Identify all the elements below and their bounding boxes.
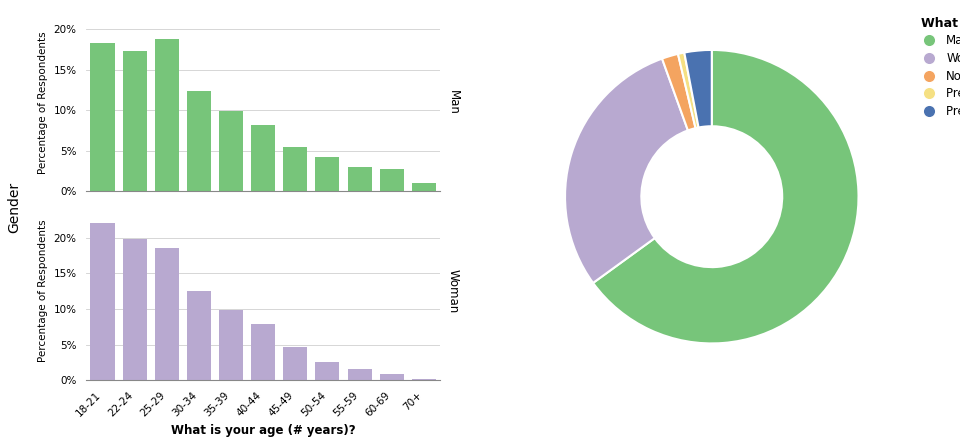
Bar: [379, 169, 404, 191]
X-axis label: What is your age (# years)?: What is your age (# years)?: [171, 424, 355, 437]
Bar: [123, 51, 147, 191]
Text: Man: Man: [447, 90, 460, 115]
Bar: [348, 369, 372, 380]
Bar: [155, 248, 179, 380]
Wedge shape: [662, 54, 696, 130]
Bar: [379, 373, 404, 380]
Bar: [283, 147, 307, 191]
Bar: [187, 291, 211, 380]
Wedge shape: [565, 59, 688, 283]
Bar: [219, 309, 243, 380]
Bar: [283, 347, 307, 380]
Bar: [412, 183, 436, 191]
Bar: [187, 91, 211, 191]
Bar: [348, 167, 372, 191]
Y-axis label: Percentage of Respondents: Percentage of Respondents: [38, 220, 48, 362]
Bar: [412, 379, 436, 380]
Bar: [90, 43, 114, 191]
Bar: [316, 362, 340, 380]
Bar: [90, 223, 114, 380]
Bar: [123, 239, 147, 380]
Wedge shape: [593, 50, 858, 343]
Bar: [316, 156, 340, 191]
Text: Gender: Gender: [8, 182, 21, 233]
Text: Woman: Woman: [447, 269, 460, 313]
Bar: [155, 39, 179, 191]
Bar: [219, 111, 243, 191]
Y-axis label: Percentage of Respondents: Percentage of Respondents: [38, 31, 48, 174]
Wedge shape: [678, 53, 699, 128]
Wedge shape: [684, 50, 711, 127]
Bar: [252, 324, 276, 380]
Bar: [252, 125, 276, 191]
Legend: Man, Woman, Nonbinary, Prefer to self-describe, Prefer not to say: Man, Woman, Nonbinary, Prefer to self-de…: [912, 12, 960, 123]
